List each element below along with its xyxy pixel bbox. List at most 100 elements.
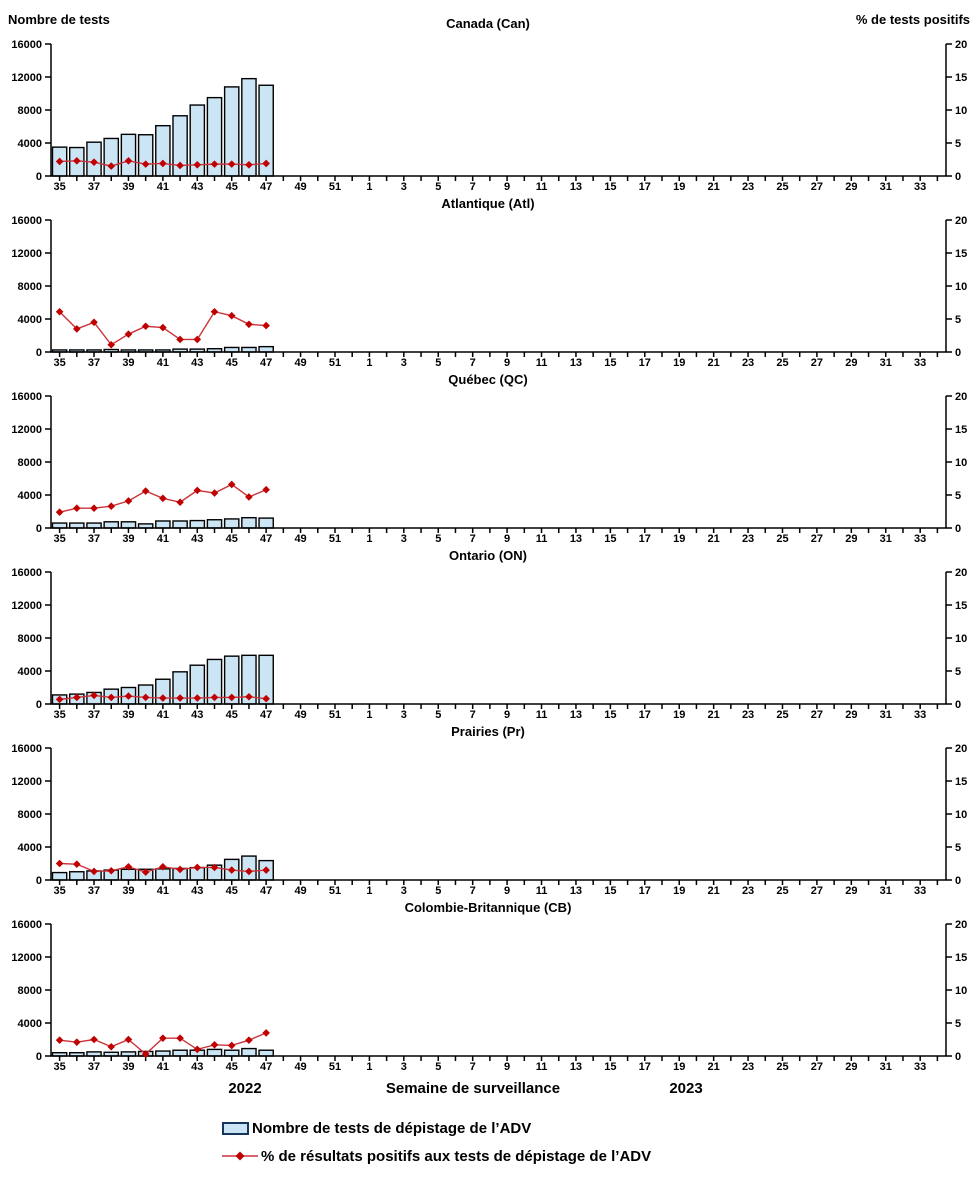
pct-positive-line xyxy=(55,859,270,876)
svg-text:35: 35 xyxy=(53,357,65,369)
svg-text:49: 49 xyxy=(294,533,306,545)
svg-text:3: 3 xyxy=(401,709,407,721)
svg-text:31: 31 xyxy=(880,357,892,369)
svg-text:33: 33 xyxy=(914,709,926,721)
svg-text:1: 1 xyxy=(366,885,372,897)
svg-text:49: 49 xyxy=(294,181,306,193)
svg-text:12000: 12000 xyxy=(11,600,42,612)
svg-text:5: 5 xyxy=(435,885,441,897)
svg-text:20: 20 xyxy=(955,567,967,579)
svg-text:17: 17 xyxy=(639,885,651,897)
tests-bars xyxy=(51,1047,274,1057)
pct-positive-line xyxy=(55,1029,270,1058)
svg-text:5: 5 xyxy=(435,709,441,721)
svg-text:19: 19 xyxy=(673,1061,685,1073)
svg-text:31: 31 xyxy=(880,533,892,545)
svg-text:11: 11 xyxy=(536,357,548,369)
svg-text:5: 5 xyxy=(955,490,961,502)
svg-text:0: 0 xyxy=(36,1051,42,1063)
svg-text:29: 29 xyxy=(845,885,857,897)
svg-text:27: 27 xyxy=(811,885,823,897)
svg-text:1: 1 xyxy=(366,181,372,193)
svg-text:4000: 4000 xyxy=(18,1018,42,1030)
svg-text:41: 41 xyxy=(157,181,169,193)
svg-text:31: 31 xyxy=(880,1061,892,1073)
tests-bars xyxy=(51,345,274,353)
svg-text:47: 47 xyxy=(260,885,272,897)
legend-row-pct: % de résultats positifs aux tests de dép… xyxy=(222,1142,976,1170)
svg-text:16000: 16000 xyxy=(11,215,42,227)
svg-text:12000: 12000 xyxy=(11,952,42,964)
svg-text:15: 15 xyxy=(604,1061,616,1073)
svg-text:41: 41 xyxy=(157,1061,169,1073)
svg-text:5: 5 xyxy=(435,1061,441,1073)
pct-positive-line xyxy=(55,691,270,704)
svg-text:3: 3 xyxy=(401,181,407,193)
svg-text:25: 25 xyxy=(776,181,788,193)
panel-ontario: Ontario (ON) 0 4000 8000 12000 16000 0 5 10 15 20… xyxy=(0,546,976,722)
svg-text:25: 25 xyxy=(776,709,788,721)
svg-text:10: 10 xyxy=(955,985,967,997)
svg-text:5: 5 xyxy=(435,181,441,193)
panel-title-colombie-britannique: Colombie-Britannique (CB) xyxy=(404,900,572,915)
svg-text:8000: 8000 xyxy=(18,281,42,293)
svg-text:31: 31 xyxy=(880,709,892,721)
svg-text:21: 21 xyxy=(708,357,720,369)
svg-text:15: 15 xyxy=(604,885,616,897)
svg-text:16000: 16000 xyxy=(11,39,42,51)
svg-text:11: 11 xyxy=(536,1061,548,1073)
svg-text:25: 25 xyxy=(776,357,788,369)
svg-text:17: 17 xyxy=(639,357,651,369)
tests-bar-swatch-icon xyxy=(222,1121,249,1135)
svg-text:21: 21 xyxy=(708,533,720,545)
svg-text:16000: 16000 xyxy=(11,919,42,931)
svg-text:13: 13 xyxy=(570,709,582,721)
svg-text:35: 35 xyxy=(53,533,65,545)
panel-title-canada: Canada (Can) xyxy=(446,16,530,31)
svg-text:39: 39 xyxy=(122,885,134,897)
svg-text:11: 11 xyxy=(536,885,548,897)
svg-text:37: 37 xyxy=(88,1061,100,1073)
svg-text:8000: 8000 xyxy=(18,633,42,645)
svg-text:16000: 16000 xyxy=(11,567,42,579)
svg-text:31: 31 xyxy=(880,885,892,897)
svg-text:0: 0 xyxy=(955,523,961,535)
svg-text:17: 17 xyxy=(639,709,651,721)
svg-text:15: 15 xyxy=(955,600,967,612)
svg-text:19: 19 xyxy=(673,181,685,193)
svg-text:33: 33 xyxy=(914,533,926,545)
panel-atlantique: Atlantique (Atl) 0 4000 8000 12000 16000 0 5 10… xyxy=(0,194,976,370)
svg-text:11: 11 xyxy=(536,709,548,721)
svg-text:39: 39 xyxy=(122,709,134,721)
svg-text:7: 7 xyxy=(470,709,476,721)
svg-text:8000: 8000 xyxy=(18,105,42,117)
tests-bars xyxy=(51,77,274,177)
svg-text:8000: 8000 xyxy=(18,809,42,821)
svg-text:21: 21 xyxy=(708,181,720,193)
year-2022-label: 2022 xyxy=(228,1080,262,1097)
svg-text:0: 0 xyxy=(36,699,42,711)
svg-text:9: 9 xyxy=(504,1061,510,1073)
svg-text:0: 0 xyxy=(36,875,42,887)
svg-text:9: 9 xyxy=(504,181,510,193)
svg-text:45: 45 xyxy=(226,181,238,193)
svg-text:23: 23 xyxy=(742,1061,754,1073)
panel-colombie-britannique: Colombie-Britannique (CB) 0 4000 8000 12000… xyxy=(0,898,976,1074)
svg-text:13: 13 xyxy=(570,533,582,545)
svg-text:12000: 12000 xyxy=(11,248,42,260)
svg-text:47: 47 xyxy=(260,533,272,545)
axes xyxy=(45,571,952,709)
svg-text:37: 37 xyxy=(88,709,100,721)
svg-text:49: 49 xyxy=(294,357,306,369)
svg-text:43: 43 xyxy=(191,709,203,721)
svg-text:45: 45 xyxy=(226,533,238,545)
svg-text:5: 5 xyxy=(955,1018,961,1030)
svg-text:11: 11 xyxy=(536,533,548,545)
svg-text:4000: 4000 xyxy=(18,666,42,678)
svg-text:41: 41 xyxy=(157,533,169,545)
svg-text:1: 1 xyxy=(366,1061,372,1073)
svg-text:20: 20 xyxy=(955,215,967,227)
x-axis-title: Semaine de surveillance xyxy=(385,1080,561,1097)
